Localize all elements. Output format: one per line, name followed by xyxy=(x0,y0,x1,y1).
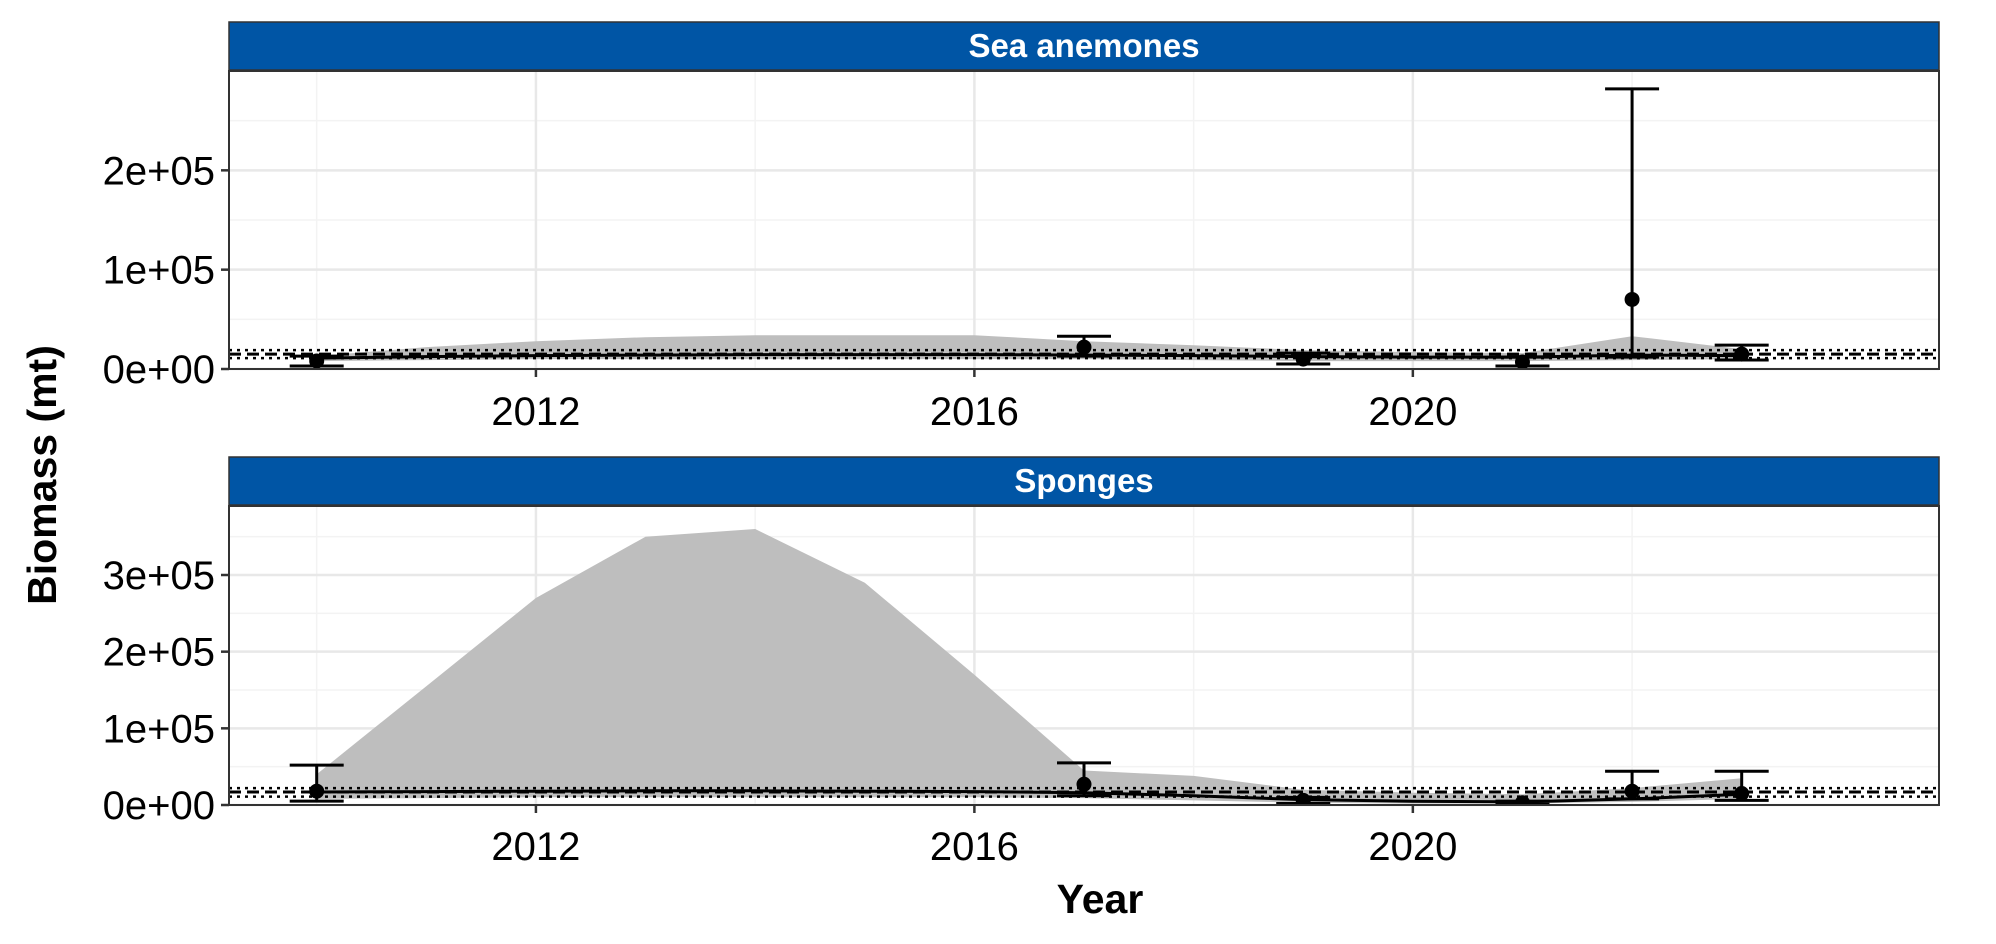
x-tick-label: 2016 xyxy=(930,390,1019,434)
survey-errorbar xyxy=(1714,343,1769,362)
facet-strip-label: Sea anemones xyxy=(968,27,1199,64)
y-tick-label: 1e+05 xyxy=(103,707,215,751)
survey-point xyxy=(1624,783,1640,799)
data-layer xyxy=(229,529,1939,805)
survey-errorbar xyxy=(1057,334,1111,358)
survey-errorbar xyxy=(1057,761,1111,798)
survey-point xyxy=(309,783,325,799)
survey-point xyxy=(1295,792,1311,805)
x-axis-title: Year xyxy=(1057,876,1144,922)
panel-sea-anemones: Sea anemones 0e+00 1e+05 2e+05 2012 2016 2020 xyxy=(103,21,1940,434)
survey-errorbar xyxy=(1605,87,1660,359)
facet-strip xyxy=(228,21,1940,71)
y-tick-label: 2e+05 xyxy=(103,631,215,675)
survey-point xyxy=(1624,291,1640,307)
y-tick-label: 3e+05 xyxy=(103,554,215,598)
survey-errorbar xyxy=(1276,351,1331,367)
survey-point xyxy=(1734,786,1750,801)
survey-point xyxy=(1295,351,1311,367)
model-ci-band xyxy=(316,529,1742,804)
survey-point xyxy=(1514,354,1530,369)
survey-point xyxy=(1734,346,1750,362)
survey-errorbar xyxy=(289,763,344,803)
survey-point xyxy=(1076,776,1092,792)
x-tick-label: 2012 xyxy=(491,390,580,434)
y-tick-label: 2e+05 xyxy=(103,149,215,193)
survey-errorbar xyxy=(1495,354,1550,369)
y-axis-title: Biomass (mt) xyxy=(19,345,65,605)
x-tick-label: 2012 xyxy=(491,825,580,869)
x-tick-label: 2020 xyxy=(1368,390,1457,434)
y-tick-label: 1e+05 xyxy=(103,249,215,293)
panel-sponges: Sponges 0e+00 1e+05 2e+05 3e+05 2012 2016 2020 xyxy=(103,456,1940,869)
x-tick-label: 2016 xyxy=(930,825,1019,869)
panel-border xyxy=(228,70,1940,370)
survey-point xyxy=(1076,339,1092,355)
facet-strip xyxy=(228,456,1940,506)
survey-errorbar xyxy=(1276,792,1331,805)
survey-errorbar xyxy=(1714,769,1769,802)
y-tick-label: 0e+00 xyxy=(103,784,215,828)
survey-point xyxy=(309,353,325,369)
y-tick-label: 0e+00 xyxy=(103,348,215,392)
facet-strip-label: Sponges xyxy=(1014,462,1153,499)
survey-point xyxy=(1514,795,1530,805)
survey-errorbar xyxy=(289,353,344,369)
x-tick-label: 2020 xyxy=(1368,825,1457,869)
data-layer xyxy=(229,87,1939,369)
survey-errorbar xyxy=(1605,769,1660,801)
panel-border xyxy=(228,505,1940,806)
